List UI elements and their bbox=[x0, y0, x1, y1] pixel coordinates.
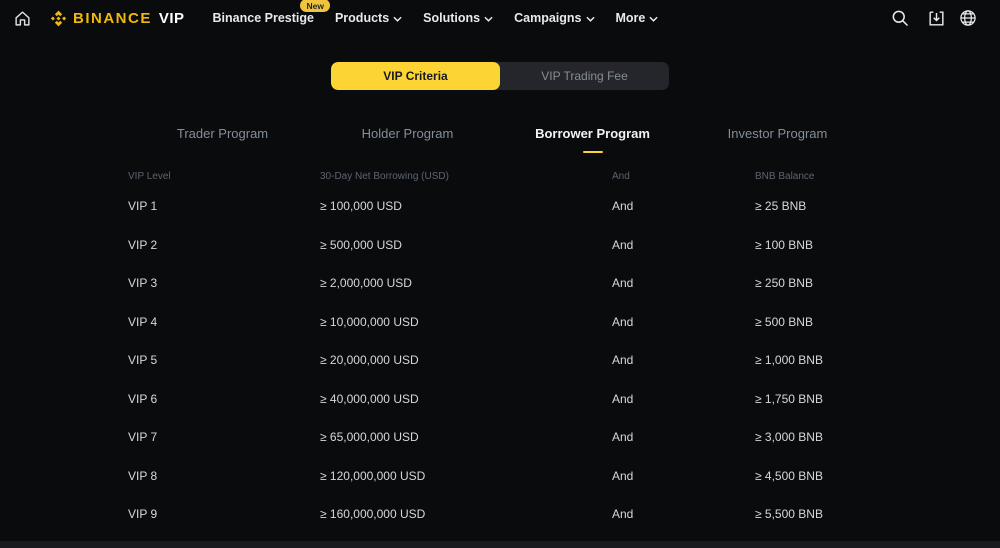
tab-vip-trading-fee[interactable]: VIP Trading Fee bbox=[541, 69, 628, 83]
chevron-down-icon bbox=[484, 16, 493, 22]
tab-investor-program[interactable]: Investor Program bbox=[685, 126, 870, 153]
cell-and: And bbox=[612, 237, 634, 252]
top-nav: BINANCE VIP Binance Prestige New Product… bbox=[0, 0, 1000, 36]
cell-vip-level: VIP 4 bbox=[128, 314, 158, 329]
cell-net-borrowing: ≥ 65,000,000 USD bbox=[320, 430, 419, 445]
cell-vip-level: VIP 9 bbox=[128, 507, 158, 522]
cell-net-borrowing: ≥ 160,000,000 USD bbox=[320, 507, 426, 522]
nav-item-solutions[interactable]: Solutions bbox=[423, 11, 493, 25]
chevron-down-icon bbox=[393, 16, 402, 22]
cell-vip-level: VIP 5 bbox=[128, 353, 158, 368]
cell-bnb-balance: ≥ 25 BNB bbox=[755, 199, 807, 214]
cell-bnb-balance: ≥ 1,750 BNB bbox=[755, 391, 823, 406]
cell-bnb-balance: ≥ 3,000 BNB bbox=[755, 430, 823, 445]
cell-net-borrowing: ≥ 120,000,000 USD bbox=[320, 468, 426, 483]
bottom-divider bbox=[0, 541, 1000, 548]
chevron-down-icon bbox=[649, 16, 658, 22]
tab-holder-program[interactable]: Holder Program bbox=[315, 126, 500, 153]
table-row: VIP 3 ≥ 2,000,000 USD And ≥ 250 BNB bbox=[0, 264, 1000, 303]
brand-vip-text: VIP bbox=[158, 9, 185, 27]
brand-binance-text: BINANCE bbox=[73, 9, 152, 27]
cell-vip-level: VIP 8 bbox=[128, 468, 158, 483]
nav-item-label: Campaigns bbox=[514, 11, 582, 25]
cell-vip-level: VIP 2 bbox=[128, 237, 158, 252]
tab-vip-criteria[interactable]: VIP Criteria bbox=[331, 62, 500, 90]
cell-vip-level: VIP 3 bbox=[128, 276, 158, 291]
cell-and: And bbox=[612, 276, 634, 291]
globe-icon[interactable] bbox=[958, 8, 978, 28]
table-row: VIP 9 ≥ 160,000,000 USD And ≥ 5,500 BNB bbox=[0, 495, 1000, 534]
home-icon[interactable] bbox=[12, 10, 33, 27]
cell-vip-level: VIP 7 bbox=[128, 430, 158, 445]
cell-bnb-balance: ≥ 100 BNB bbox=[755, 237, 813, 252]
nav-item-label: Products bbox=[334, 11, 390, 25]
cell-and: And bbox=[612, 353, 634, 368]
nav-item-products[interactable]: Products bbox=[335, 11, 402, 25]
vip-criteria-table: VIP Level 30-Day Net Borrowing (USD) And… bbox=[0, 165, 1000, 534]
cell-vip-level: VIP 1 bbox=[128, 199, 158, 214]
program-tabs: Trader Program Holder Program Borrower P… bbox=[130, 126, 870, 153]
vip-section-toggle: VIP Criteria VIP Trading Fee bbox=[331, 62, 669, 90]
cell-bnb-balance: ≥ 250 BNB bbox=[755, 276, 813, 291]
binance-vip-logo[interactable]: BINANCE VIP bbox=[49, 9, 185, 28]
search-icon[interactable] bbox=[890, 8, 910, 28]
nav-item-binance-prestige[interactable]: Binance Prestige New bbox=[212, 0, 330, 25]
nav-item-campaigns[interactable]: Campaigns bbox=[514, 11, 595, 25]
tab-label: Investor Program bbox=[727, 126, 828, 141]
tab-borrower-program[interactable]: Borrower Program bbox=[500, 126, 685, 153]
cell-net-borrowing: ≥ 500,000 USD bbox=[320, 237, 402, 252]
table-row: VIP 7 ≥ 65,000,000 USD And ≥ 3,000 BNB bbox=[0, 418, 1000, 457]
col-header-net-borrowing: 30-Day Net Borrowing (USD) bbox=[320, 170, 449, 182]
nav-links: Binance Prestige New Products Solutions … bbox=[212, 0, 659, 25]
tab-label: Holder Program bbox=[361, 126, 454, 141]
table-row: VIP 2 ≥ 500,000 USD And ≥ 100 BNB bbox=[0, 226, 1000, 265]
nav-item-more[interactable]: More bbox=[616, 11, 659, 25]
cell-and: And bbox=[612, 430, 634, 445]
cell-net-borrowing: ≥ 40,000,000 USD bbox=[320, 391, 419, 406]
cell-net-borrowing: ≥ 10,000,000 USD bbox=[320, 314, 419, 329]
nav-item-label: Solutions bbox=[423, 11, 481, 25]
cell-net-borrowing: ≥ 2,000,000 USD bbox=[320, 276, 412, 291]
table-row: VIP 1 ≥ 100,000 USD And ≥ 25 BNB bbox=[0, 187, 1000, 226]
cell-and: And bbox=[612, 314, 634, 329]
cell-bnb-balance: ≥ 4,500 BNB bbox=[755, 468, 823, 483]
table-row: VIP 5 ≥ 20,000,000 USD And ≥ 1,000 BNB bbox=[0, 341, 1000, 380]
nav-item-label: Binance Prestige bbox=[212, 11, 314, 25]
tab-label: Borrower Program bbox=[535, 126, 650, 141]
table-row: VIP 8 ≥ 120,000,000 USD And ≥ 4,500 BNB bbox=[0, 457, 1000, 496]
chevron-down-icon bbox=[585, 16, 595, 22]
col-header-vip-level: VIP Level bbox=[128, 170, 171, 182]
col-header-and: And bbox=[612, 170, 630, 182]
cell-vip-level: VIP 6 bbox=[128, 391, 158, 406]
cell-and: And bbox=[612, 507, 634, 522]
active-tab-underline bbox=[582, 150, 603, 153]
cell-and: And bbox=[612, 391, 634, 406]
nav-item-label: More bbox=[615, 11, 646, 25]
table-row: VIP 4 ≥ 10,000,000 USD And ≥ 500 BNB bbox=[0, 303, 1000, 342]
cell-and: And bbox=[612, 468, 634, 483]
cell-and: And bbox=[612, 199, 634, 214]
new-badge: New bbox=[300, 0, 330, 13]
binance-logo-icon bbox=[49, 9, 68, 28]
cell-bnb-balance: ≥ 5,500 BNB bbox=[755, 507, 823, 522]
download-icon[interactable] bbox=[927, 9, 946, 28]
cell-net-borrowing: ≥ 20,000,000 USD bbox=[320, 353, 419, 368]
cell-bnb-balance: ≥ 500 BNB bbox=[755, 314, 813, 329]
table-header-row: VIP Level 30-Day Net Borrowing (USD) And… bbox=[0, 165, 1000, 187]
cell-bnb-balance: ≥ 1,000 BNB bbox=[755, 353, 823, 368]
tab-trader-program[interactable]: Trader Program bbox=[130, 126, 315, 153]
cell-net-borrowing: ≥ 100,000 USD bbox=[320, 199, 402, 214]
tab-label: Trader Program bbox=[176, 126, 269, 141]
col-header-bnb-balance: BNB Balance bbox=[755, 170, 815, 182]
nav-icon-group bbox=[890, 8, 978, 28]
table-row: VIP 6 ≥ 40,000,000 USD And ≥ 1,750 BNB bbox=[0, 380, 1000, 419]
